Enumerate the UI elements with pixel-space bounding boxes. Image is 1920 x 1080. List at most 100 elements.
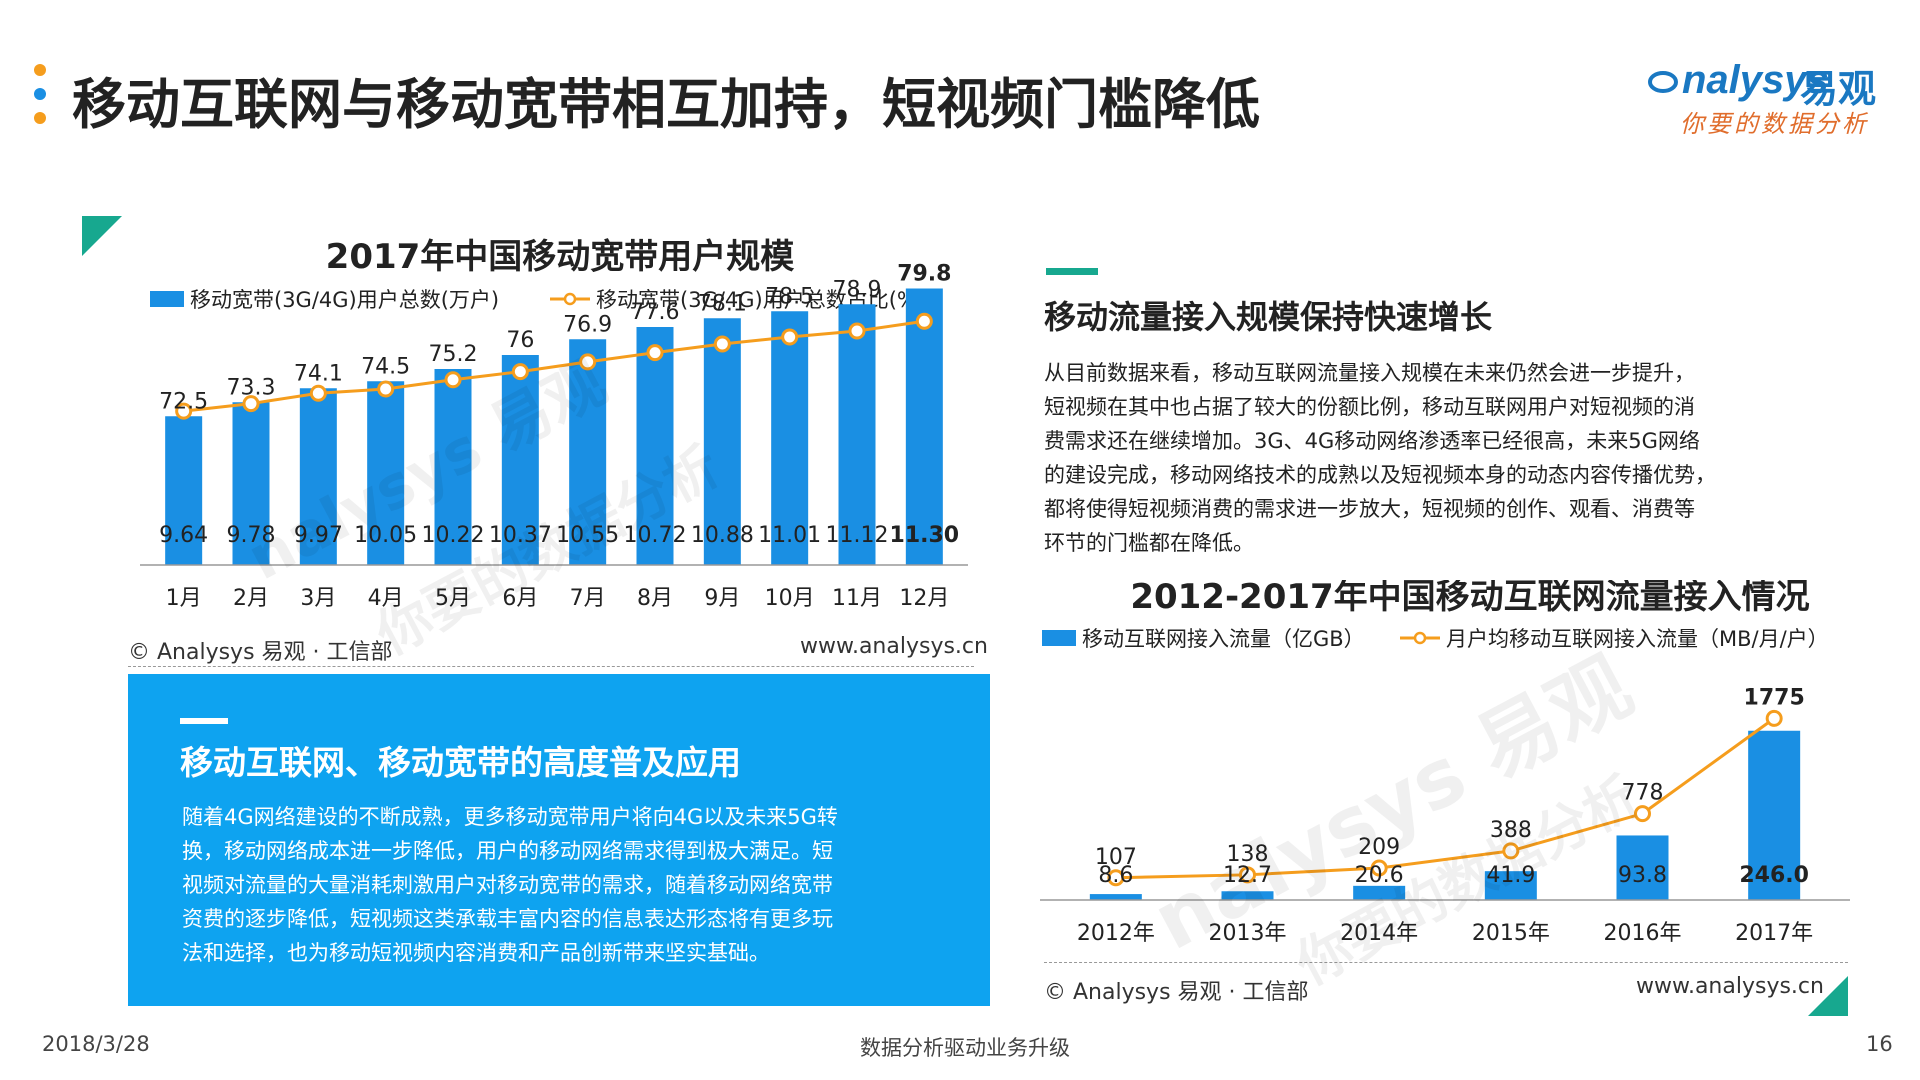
c2-bar (1748, 730, 1801, 900)
footer-page-number: 16 (1866, 1032, 1893, 1056)
logo-swoosh-icon (1648, 66, 1678, 100)
c2-line-point (1765, 709, 1783, 727)
c1-line-point (309, 384, 327, 402)
panel-paragraph-line: 视频对流量的大量消耗刺激用户对移动宽带的需求，随着移动网络宽带 (182, 873, 833, 897)
c1-series-line (183, 319, 925, 413)
chart2-legend-line: 月户均移动互联网接入流量（MB/月/户） (1446, 627, 1829, 651)
c1-line-label: 11.01 (758, 523, 821, 548)
c1-line-point (848, 322, 866, 340)
right-paragraph-line: 费需求还在继续增加。3G、4G移动网络渗透率已经很高，未来5G网络 (1044, 429, 1700, 453)
chart1-legend-bar-swatch (150, 291, 184, 307)
panel-paragraph-line: 随着4G网络建设的不断成熟，更多移动宽带用户将向4G以及未来5G转 (182, 805, 838, 829)
c1-bar-label: 78.5 (765, 284, 814, 309)
c1-bar-label: 77.6 (631, 300, 680, 325)
c1-bar-label: 79.8 (897, 262, 951, 287)
panel-paragraph-line: 法和选择，也为移动短视频内容消费和产品创新带来坚实基础。 (182, 941, 770, 965)
panel-box (128, 674, 990, 1006)
c1-bar-label: 74.1 (294, 361, 343, 386)
c1-line-point (579, 353, 597, 371)
c1-bar-label: 76 (506, 328, 534, 353)
c1-bar (434, 369, 472, 565)
c1-category-label: 5月 (435, 586, 471, 611)
c2-bar-label: 93.8 (1618, 863, 1667, 888)
c1-line-label: 10.05 (354, 523, 417, 548)
chart2-legend-bar: 移动互联网接入流量（亿GB） (1082, 627, 1365, 651)
chart2-site: www.analysys.cn (1636, 974, 1824, 999)
c1-bar (838, 304, 876, 565)
c1-bar (501, 355, 539, 565)
c2-line-point (1370, 859, 1388, 877)
c2-category-label: 2016年 (1604, 921, 1682, 946)
c1-bar (771, 311, 809, 565)
c1-bar-label: 72.5 (159, 389, 208, 414)
panel-paragraph-line: 资费的逐步降低，短视频这类承载丰富内容的信息表达形态将有更多玩 (182, 907, 833, 931)
chart2-top-rule (1044, 962, 1848, 963)
c1-line-label: 10.22 (422, 523, 485, 548)
chart1-source: © Analysys 易观 · 工信部 (128, 640, 393, 665)
c1-category-label: 6月 (502, 586, 538, 611)
c2-category-label: 2014年 (1340, 921, 1418, 946)
chart1-footer-rule (128, 666, 974, 667)
c1-line-point (713, 335, 731, 353)
c1-category-label: 4月 (368, 586, 404, 611)
right-paragraph-line: 的建设完成，移动网络技术的成熟以及短视频本身的动态内容传播优势， (1044, 463, 1716, 487)
c2-series-line (1115, 717, 1776, 880)
chart1-site: www.analysys.cn (800, 634, 988, 659)
right-heading: 移动流量接入规模保持快速增长 (1044, 298, 1493, 336)
right-paragraph-line: 短视频在其中也占据了较大的份额比例，移动互联网用户对短视频的消 (1044, 395, 1695, 419)
corner-triangle-left (82, 216, 122, 256)
c2-bar-label: 20.6 (1355, 863, 1404, 888)
c2-line-label: 388 (1490, 818, 1532, 843)
c1-category-label: 9月 (704, 586, 740, 611)
c1-bar-label: 76.9 (563, 312, 612, 337)
title-dot-orange-2 (34, 112, 46, 124)
c2-bar-label: 8.6 (1098, 863, 1133, 888)
c1-line-label: 9.97 (294, 523, 343, 548)
corner-triangle-right (1808, 976, 1848, 1016)
c2-bar (1221, 891, 1274, 900)
c1-line-point (444, 371, 462, 389)
c1-line-label: 10.88 (691, 523, 754, 548)
c1-category-label: 3月 (300, 586, 336, 611)
c2-line-label: 209 (1358, 835, 1400, 860)
c1-category-label: 8月 (637, 586, 673, 611)
c1-line-point (242, 395, 260, 413)
right-paragraph-line: 都将使得短视频消费的需求进一步放大，短视频的创作、观看、消费等 (1044, 497, 1695, 521)
logo-tagline: 你要的数据分析 (1680, 110, 1869, 138)
c2-category-label: 2015年 (1472, 921, 1550, 946)
panel-heading-bar (180, 718, 228, 724)
c1-category-label: 7月 (570, 586, 606, 611)
chart2-title: 2012-2017年中国移动互联网流量接入情况 (1130, 580, 1809, 617)
c2-line-label: 1775 (1744, 685, 1805, 710)
c2-line-point (1502, 842, 1520, 860)
panel-paragraph: 随着4G网络建设的不断成熟，更多移动宽带用户将向4G以及未来5G转 换，移动网络成… (182, 800, 972, 970)
c2-bar (1616, 835, 1669, 900)
panel-heading: 移动互联网、移动宽带的高度普及应用 (180, 743, 741, 782)
c2-line-point (1107, 869, 1125, 887)
logo-chinese: 易观 (1800, 67, 1877, 111)
c1-category-label: 1月 (166, 586, 202, 611)
chart-broadband-users: 2017年中国移动宽带用户规模 移动宽带(3G/4G)用户总数(万户) 移动宽带… (140, 237, 968, 611)
c2-bar (1484, 871, 1537, 900)
c1-category-label: 12月 (899, 586, 949, 611)
right-paragraph-line: 环节的门槛都在降低。 (1044, 531, 1254, 555)
chart2-legend-bar-swatch (1042, 630, 1076, 646)
right-paragraph-line: 从目前数据来看，移动互联网流量接入规模在未来仍然会进一步提升， (1044, 361, 1695, 385)
c2-category-label: 2017年 (1735, 921, 1813, 946)
c2-line-point (1239, 866, 1256, 884)
c1-bar-label: 74.5 (361, 354, 410, 379)
c1-bar (232, 402, 270, 565)
c1-bar-label: 78.1 (698, 291, 747, 316)
right-paragraph: 从目前数据来看，移动互联网流量接入规模在未来仍然会进一步提升， 短视频在其中也占据… (1044, 356, 1844, 560)
c1-bar-label: 73.3 (227, 375, 276, 400)
c2-line-label: 107 (1095, 845, 1137, 870)
c1-category-label: 2月 (233, 586, 269, 611)
c1-category-label: 10月 (765, 586, 815, 611)
c2-line-label: 778 (1622, 781, 1664, 806)
c1-bar (703, 318, 741, 565)
c2-bar-label: 41.9 (1486, 863, 1535, 888)
c2-line-point (1634, 805, 1651, 823)
c1-line-label: 11.30 (890, 523, 960, 548)
c1-line-label: 10.55 (556, 523, 619, 548)
c1-bar (165, 416, 203, 565)
